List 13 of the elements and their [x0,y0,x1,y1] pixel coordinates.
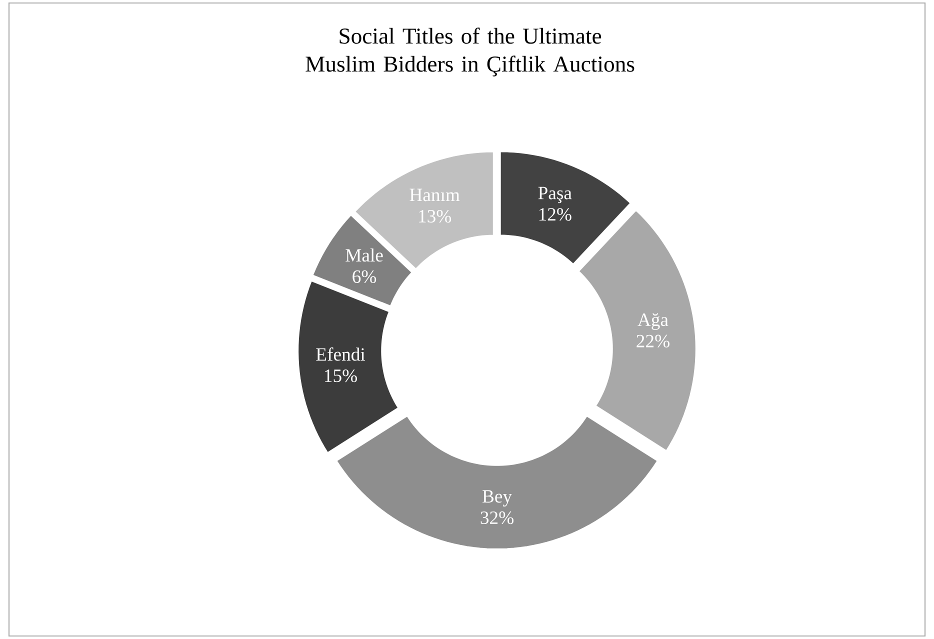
data-label: 32% [480,511,514,524]
data-label: 13% [419,210,452,223]
data-label: 12% [539,208,572,221]
data-label: 15% [325,369,357,382]
slice-label: Bey [482,490,512,507]
chart-title: Social Titles of the Ultimate Muslim Bidders in Çiftlik Auctions [306,28,634,76]
slice-label: Male [346,248,383,262]
slice-label: Ağa [638,313,668,330]
slice-label: Hanım [410,188,460,202]
data-label: 6% [352,270,376,284]
data-label: 22% [636,334,670,348]
slice-label: Efendi [316,347,366,361]
slice-label: Paşa [538,186,572,204]
